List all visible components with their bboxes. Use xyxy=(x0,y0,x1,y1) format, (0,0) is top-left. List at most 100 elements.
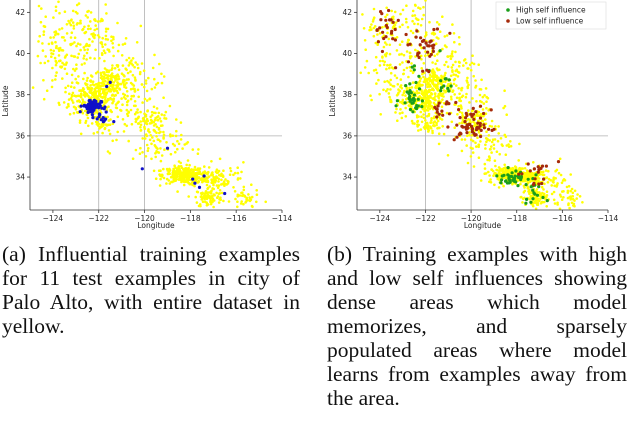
data-point xyxy=(111,83,114,87)
data-point xyxy=(443,63,446,67)
data-point xyxy=(399,108,402,111)
data-point xyxy=(420,46,424,50)
data-point xyxy=(110,73,113,77)
data-point xyxy=(521,201,524,204)
data-point xyxy=(101,45,104,49)
data-point xyxy=(65,72,69,75)
data-point xyxy=(127,110,130,114)
data-point xyxy=(187,166,190,170)
data-point xyxy=(461,114,464,117)
data-point xyxy=(63,67,67,71)
x-tick-label: −114 xyxy=(272,214,293,223)
data-point xyxy=(71,101,75,104)
data-point xyxy=(167,179,171,182)
data-point xyxy=(206,173,209,176)
data-point xyxy=(219,174,223,177)
data-point xyxy=(539,193,542,196)
data-point xyxy=(525,176,528,179)
data-point xyxy=(91,116,95,120)
data-point xyxy=(405,90,409,94)
data-point xyxy=(537,177,541,180)
data-point xyxy=(421,83,424,87)
data-point xyxy=(168,172,171,176)
data-point xyxy=(205,183,209,187)
data-point xyxy=(497,125,500,128)
data-point xyxy=(93,18,96,21)
data-point xyxy=(540,181,544,186)
data-point xyxy=(520,172,524,176)
data-point xyxy=(94,71,98,75)
data-point xyxy=(79,48,82,52)
data-point xyxy=(233,171,237,175)
data-point xyxy=(65,32,69,35)
data-point xyxy=(446,65,450,68)
data-point xyxy=(431,129,434,133)
data-point xyxy=(412,93,416,97)
data-point xyxy=(156,138,160,141)
data-point xyxy=(212,183,215,187)
data-point xyxy=(77,105,81,108)
data-point xyxy=(488,174,491,177)
data-point xyxy=(185,176,188,179)
data-point xyxy=(431,61,434,64)
data-point xyxy=(191,171,195,175)
data-point xyxy=(84,44,87,48)
data-point xyxy=(437,92,441,96)
data-point xyxy=(540,164,545,168)
data-point xyxy=(431,87,434,90)
data-point xyxy=(242,202,245,206)
x-tick-label: −124 xyxy=(43,214,64,223)
data-point xyxy=(106,81,110,85)
data-point xyxy=(541,195,545,200)
data-point xyxy=(128,61,132,65)
data-point xyxy=(440,74,443,78)
data-point xyxy=(390,29,394,33)
data-point xyxy=(54,74,58,78)
data-point xyxy=(123,42,127,45)
data-point xyxy=(539,166,543,170)
data-point xyxy=(83,25,86,29)
data-point xyxy=(405,66,409,70)
data-point xyxy=(153,77,156,81)
data-point xyxy=(104,96,107,99)
data-point xyxy=(461,118,465,122)
data-point xyxy=(148,97,152,100)
data-point xyxy=(93,100,97,104)
data-point xyxy=(170,180,173,184)
data-point xyxy=(98,35,101,39)
data-point xyxy=(550,184,553,187)
data-point xyxy=(144,133,148,136)
data-point xyxy=(105,100,109,103)
data-point xyxy=(402,72,406,76)
data-point xyxy=(72,27,76,30)
data-point xyxy=(78,121,82,124)
data-point xyxy=(104,110,108,114)
data-point xyxy=(414,48,417,52)
data-point xyxy=(483,167,487,170)
data-point xyxy=(372,69,376,72)
data-point xyxy=(503,133,507,137)
data-point xyxy=(471,97,474,100)
data-point xyxy=(126,71,130,75)
data-point xyxy=(218,189,222,192)
data-point xyxy=(103,126,107,130)
data-point xyxy=(391,37,395,41)
data-point xyxy=(399,100,402,104)
data-point xyxy=(173,164,176,167)
data-point xyxy=(478,114,481,117)
data-point xyxy=(103,101,106,104)
data-point xyxy=(459,105,463,108)
data-point xyxy=(60,27,64,30)
data-point xyxy=(210,160,213,163)
series-blue xyxy=(78,80,227,196)
data-point xyxy=(41,49,45,52)
data-point xyxy=(401,111,404,114)
data-point xyxy=(179,138,183,141)
data-point xyxy=(85,79,89,82)
data-point xyxy=(410,119,414,123)
data-point xyxy=(420,120,424,124)
data-point xyxy=(123,93,127,97)
data-point xyxy=(90,109,94,114)
data-point xyxy=(110,39,113,43)
data-point xyxy=(431,74,435,78)
